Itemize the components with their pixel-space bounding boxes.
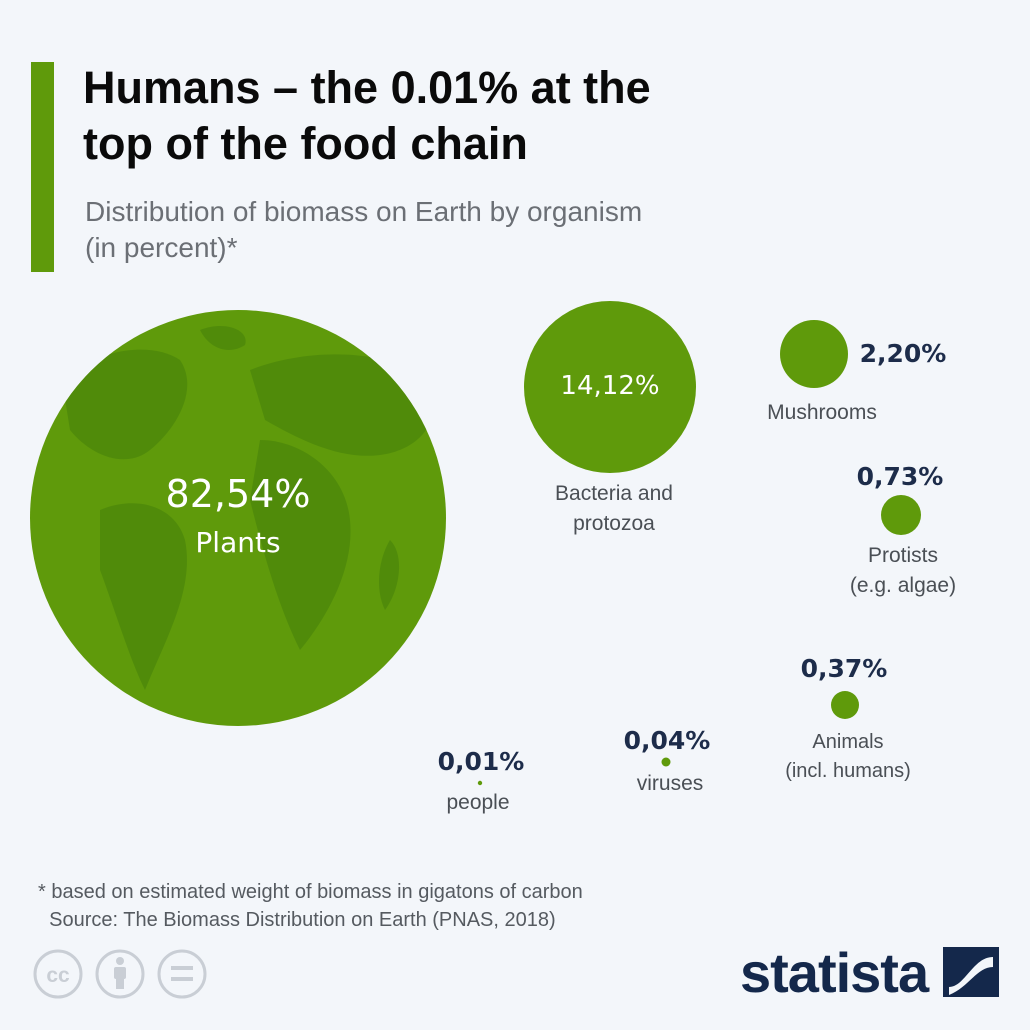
bubble-animals-incl-humans: 0,37% Animals (incl. humans) <box>785 654 911 782</box>
cc-icon: cc <box>33 949 83 999</box>
value-label-mushrooms: 2,20% <box>860 339 947 368</box>
value-label-animals-incl-humans: 0,37% <box>801 654 888 683</box>
title-line-2: top of the food chain <box>83 118 528 169</box>
value-label-protists-e-g-algae: 0,73% <box>857 462 944 491</box>
svg-text:cc: cc <box>46 964 70 987</box>
no-derivatives-icon <box>157 949 207 999</box>
value-label-people: 0,01% <box>438 747 525 776</box>
page-subtitle: Distribution of biomass on Earth by orga… <box>85 194 985 266</box>
subtitle-line-1: Distribution of biomass on Earth by orga… <box>85 196 643 227</box>
category-label-viruses: viruses <box>637 772 704 795</box>
bubble-circle-mushrooms <box>780 320 848 388</box>
title-line-1: Humans – the 0.01% at the <box>83 62 651 113</box>
bubble-circle-people <box>477 780 483 786</box>
continent-shape-2 <box>100 503 187 690</box>
category-label-plants: Plants <box>195 526 280 559</box>
value-label-plants: 82,54% <box>166 472 311 516</box>
continent-shape-6 <box>200 325 246 350</box>
bubble-bacteria-and-protozoa: 14,12% Bacteria and protozoa <box>524 301 696 535</box>
continent-shape-3 <box>250 354 435 456</box>
bubble-circle-protists-e-g-algae <box>881 495 921 535</box>
attribution-icon <box>95 949 145 999</box>
bubble-circle-bacteria-and-protozoa <box>524 301 696 473</box>
category-label-bacteria-and-protozoa: Bacteria and <box>555 482 673 505</box>
bubble-mushrooms: 2,20% Mushrooms <box>767 320 946 424</box>
continent-shape-1 <box>62 349 188 460</box>
category-label-protists-e-g-algae: (e.g. algae) <box>850 574 956 597</box>
license-icons: cc <box>33 949 207 999</box>
statista-logo-icon <box>943 947 999 997</box>
bubble-protists-e-g-algae: 0,73% Protists (e.g. algae) <box>850 462 956 597</box>
page-title: Humans – the 0.01% at the top of the foo… <box>83 60 983 172</box>
footnote: * based on estimated weight of biomass i… <box>38 878 583 934</box>
title-accent-bar <box>31 62 54 272</box>
statista-brand[interactable]: statista <box>740 941 929 1004</box>
bubble-circle-animals-incl-humans <box>831 691 859 719</box>
category-label-mushrooms: Mushrooms <box>767 401 877 424</box>
footnote-note: * based on estimated weight of biomass i… <box>38 881 583 903</box>
value-label-bacteria-and-protozoa: 14,12% <box>560 371 659 401</box>
category-label-protists-e-g-algae: Protists <box>868 544 938 567</box>
category-label-animals-incl-humans: (incl. humans) <box>785 760 911 782</box>
continent-shape-4 <box>250 440 351 650</box>
bubble-plants: 82,54% Plants <box>30 310 446 726</box>
continent-shape-5 <box>378 540 400 610</box>
category-label-bacteria-and-protozoa: protozoa <box>573 512 655 535</box>
category-label-people: people <box>446 791 509 814</box>
bubble-people: 0,01% people <box>438 747 525 814</box>
value-label-viruses: 0,04% <box>624 726 711 755</box>
bubble-viruses: 0,04% viruses <box>624 726 711 795</box>
bubble-circle-viruses <box>661 757 671 767</box>
globe-continents-icon <box>62 325 435 690</box>
category-label-animals-incl-humans: Animals <box>812 731 883 753</box>
subtitle-line-2: (in percent)* <box>85 232 238 263</box>
footnote-source: Source: The Biomass Distribution on Eart… <box>38 909 556 931</box>
